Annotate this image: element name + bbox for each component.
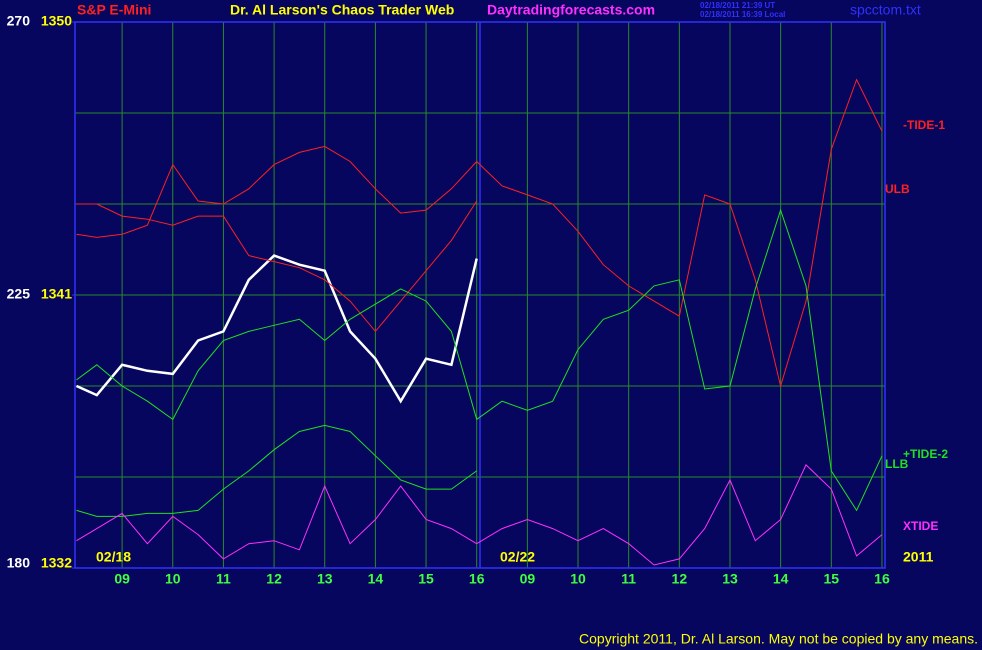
x-tick-label: 12 [672, 571, 688, 587]
series-line [76, 145, 680, 317]
file-name: spcctom.txt [850, 2, 921, 18]
x-tick-label: 15 [418, 571, 434, 587]
plot-border [74, 21, 886, 569]
x-tick-label: 13 [317, 571, 333, 587]
x-tick-label: 14 [773, 571, 789, 587]
series-line [76, 464, 883, 566]
series-line [76, 208, 883, 512]
x-tick-label: 14 [368, 571, 384, 587]
copyright: Copyright 2011, Dr. Al Larson. May not b… [579, 631, 978, 647]
series-line [75, 254, 478, 404]
series-line [76, 78, 883, 388]
timestamp: 02/18/2011 16:39 Local [700, 10, 785, 19]
date-label: 02/22 [500, 549, 535, 565]
timestamp: 02/18/2011 21:39 UT [700, 1, 775, 10]
chart-title: Dr. Al Larson's Chaos Trader Web [230, 2, 454, 18]
x-tick-label: 11 [216, 571, 231, 587]
x-tick-label: 09 [520, 571, 536, 587]
date-label: 02/18 [96, 549, 131, 565]
y-tick-label: 1350 [41, 13, 72, 29]
y-tick-label: 1332 [41, 555, 72, 571]
x-tick-label: 15 [824, 571, 840, 587]
y2-tick-label: 270 [7, 13, 31, 29]
y2-tick-label: 180 [7, 555, 31, 571]
x-tick-label: 10 [165, 571, 181, 587]
x-tick-label: 10 [570, 571, 586, 587]
x-tick-label: 12 [266, 571, 282, 587]
series-title: S&P E-Mini [77, 2, 151, 18]
legend-label: LLB [885, 457, 909, 471]
legend-label: +TIDE-2 [903, 447, 948, 461]
x-tick-label: 11 [621, 571, 636, 587]
legend-label: XTIDE [903, 519, 938, 533]
x-tick-label: 13 [722, 571, 738, 587]
y2-tick-label: 225 [7, 286, 31, 302]
legend-label: -TIDE-1 [903, 118, 945, 132]
x-tick-label: 16 [469, 571, 485, 587]
y-tick-label: 1341 [41, 286, 72, 302]
x-tick-label: 16 [874, 571, 890, 587]
series-line [76, 424, 477, 517]
legend-label: ULB [885, 182, 910, 196]
date-label: 2011 [903, 549, 934, 565]
site-name: Daytradingforecasts.com [487, 2, 655, 18]
x-tick-label: 09 [114, 571, 130, 587]
